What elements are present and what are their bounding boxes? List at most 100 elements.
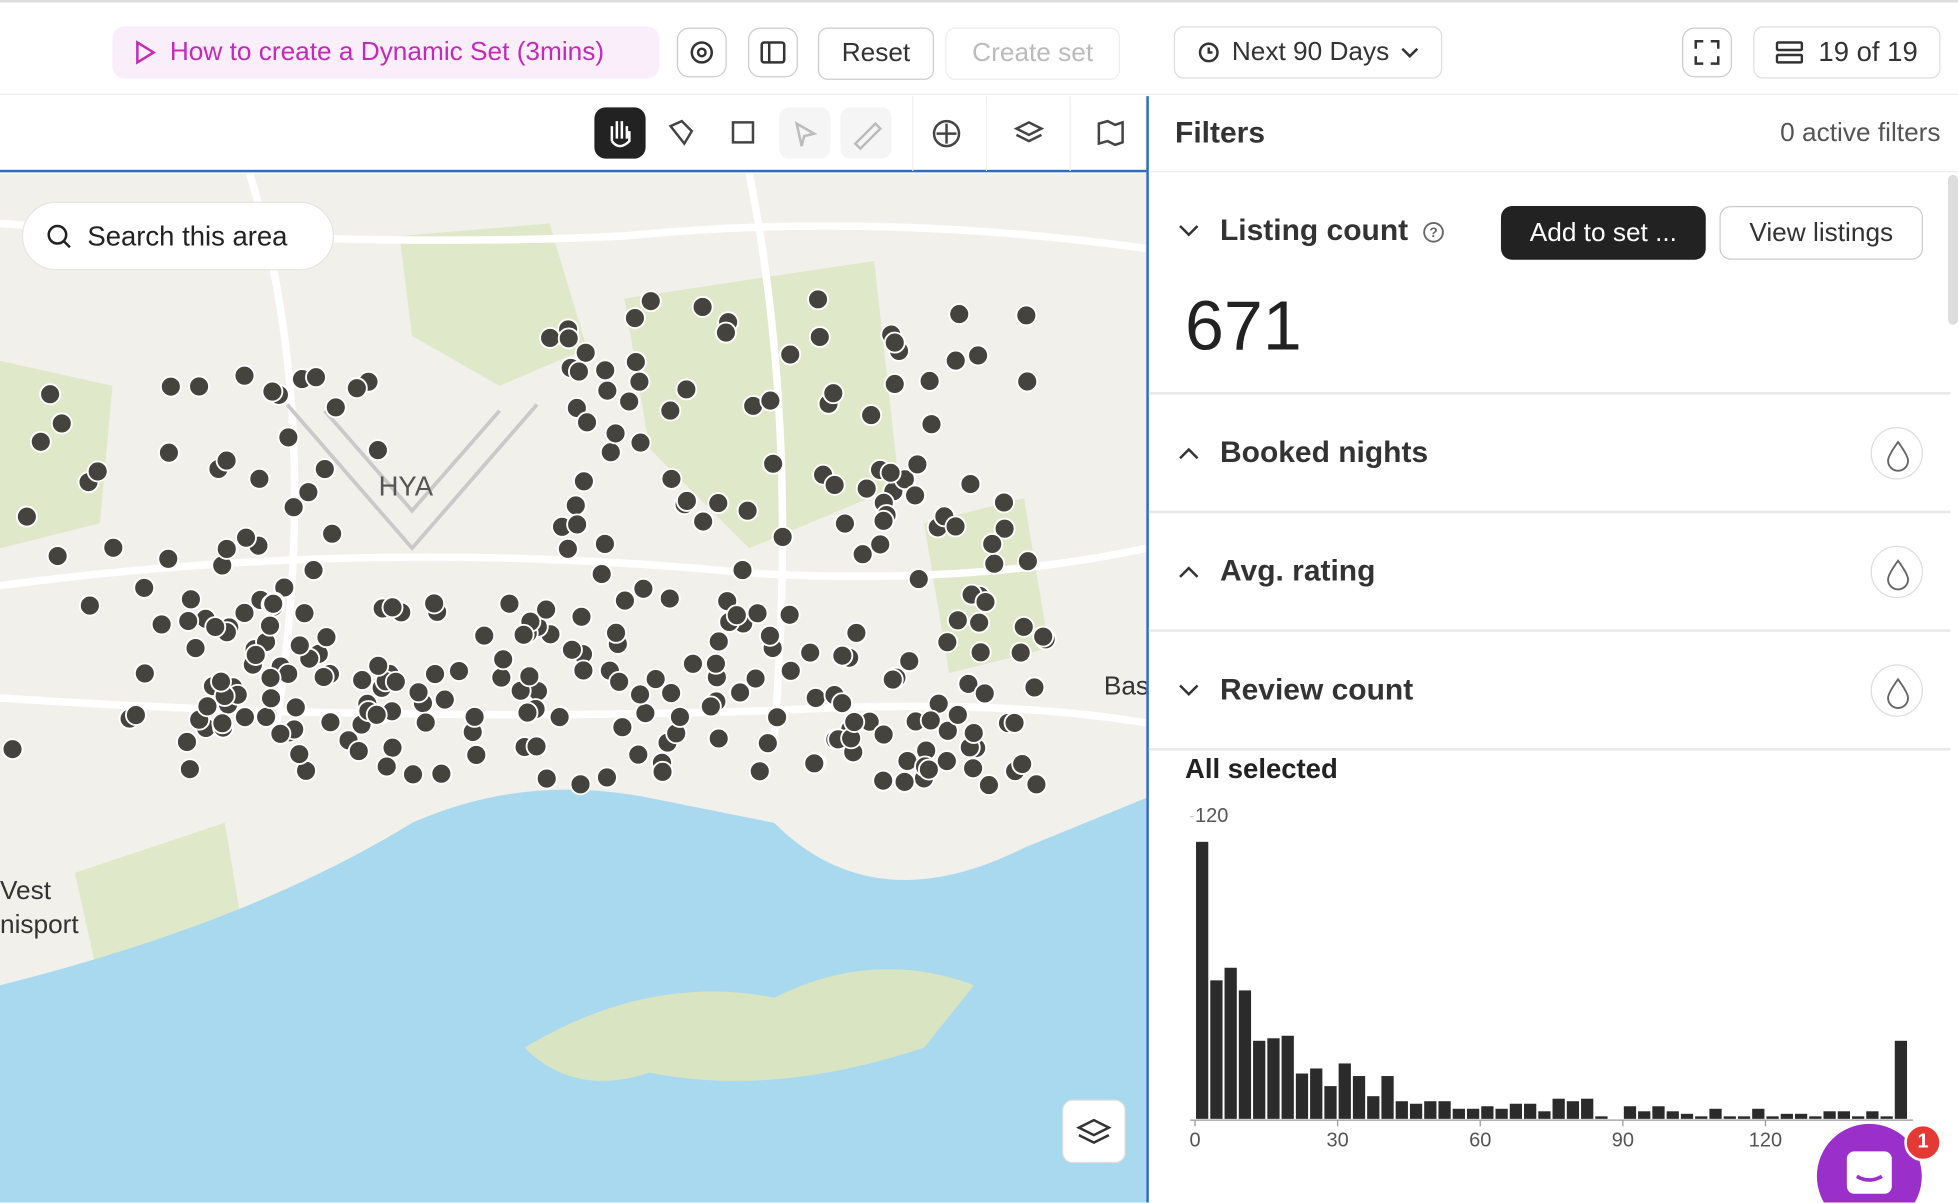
bar	[1524, 1104, 1536, 1119]
listing-marker	[909, 569, 929, 589]
bar	[1310, 1068, 1322, 1118]
listing-marker	[994, 493, 1014, 513]
layers-tool[interactable]	[1016, 122, 1041, 141]
listing-marker	[615, 591, 635, 611]
listing-marker	[899, 651, 919, 671]
listing-marker	[641, 291, 661, 311]
map-layers-button[interactable]	[1063, 1100, 1125, 1162]
polygon-tool[interactable]	[671, 121, 692, 143]
listing-marker	[537, 769, 557, 789]
svg-text:?: ?	[1429, 225, 1437, 240]
add-tool[interactable]	[937, 124, 957, 144]
listing-marker	[246, 645, 266, 665]
bar	[1795, 1114, 1807, 1119]
listing-marker	[298, 482, 318, 502]
rect-tool[interactable]	[733, 122, 753, 142]
listing-marker	[773, 527, 793, 547]
listing-marker	[409, 682, 429, 702]
section-toggle[interactable]	[1871, 427, 1923, 479]
listing-marker	[975, 683, 995, 703]
sidebar-button[interactable]	[748, 27, 798, 77]
map-label: Bas	[1104, 670, 1146, 700]
page-count-button[interactable]: 19 of 19	[1753, 26, 1940, 78]
listing-marker	[48, 546, 68, 566]
tutorial-link[interactable]: How to create a Dynamic Set (3mins)	[112, 26, 659, 78]
listing-marker	[633, 579, 653, 599]
date-range-button[interactable]: Next 90 Days	[1174, 26, 1442, 78]
listing-marker	[937, 751, 957, 771]
listing-marker	[134, 578, 154, 598]
listing-marker	[465, 707, 485, 727]
listing-marker	[693, 297, 713, 317]
listing-marker	[517, 703, 537, 723]
listing-marker	[558, 539, 578, 559]
listing-marker	[861, 405, 881, 425]
pan-tool[interactable]	[594, 107, 645, 158]
listing-marker	[1011, 643, 1031, 663]
listing-marker	[629, 372, 649, 392]
filter-section[interactable]: Review count	[1149, 632, 1951, 751]
listing-marker	[306, 367, 326, 387]
bar	[1267, 1038, 1279, 1119]
listing-marker	[885, 374, 905, 394]
listing-marker	[294, 603, 314, 623]
listing-marker	[314, 667, 334, 687]
listing-marker	[315, 459, 335, 479]
listing-marker	[550, 707, 570, 727]
listing-marker	[804, 753, 824, 773]
listing-marker	[780, 345, 800, 365]
listing-marker	[278, 664, 298, 684]
filter-section[interactable]: Booked nights	[1149, 395, 1951, 514]
bar	[1367, 1096, 1379, 1119]
listing-marker	[595, 360, 615, 380]
bar	[1339, 1063, 1351, 1118]
active-filters: 0 active filters	[1780, 119, 1940, 149]
listing-marker	[630, 684, 650, 704]
map-tool[interactable]	[1099, 121, 1123, 145]
listing-marker	[368, 440, 388, 460]
listing-marker	[781, 661, 801, 681]
create-set-button[interactable]: Create set	[945, 27, 1120, 79]
listing-marker	[921, 710, 941, 730]
listing-marker	[256, 707, 276, 727]
listing-marker	[289, 744, 309, 764]
section-toggle[interactable]	[1871, 664, 1923, 716]
add-to-set-button[interactable]: Add to set ...	[1501, 206, 1706, 260]
filter-section[interactable]: Avg. rating	[1149, 513, 1951, 632]
listing-marker	[949, 304, 969, 324]
listing-marker	[881, 463, 901, 483]
listing-marker	[873, 771, 893, 791]
fullscreen-button[interactable]	[1682, 27, 1732, 77]
bar	[1638, 1111, 1650, 1119]
bar	[1239, 990, 1251, 1118]
section-toggle[interactable]	[1871, 546, 1923, 598]
listing-marker	[576, 343, 596, 363]
listing-marker	[322, 524, 342, 544]
bar	[1738, 1116, 1750, 1119]
listing-marker	[835, 514, 855, 534]
selection-label: All selected	[1185, 753, 1338, 785]
filters-header: Filters 0 active filters	[1149, 96, 1958, 172]
reset-button[interactable]: Reset	[818, 27, 934, 79]
listing-marker	[1016, 305, 1036, 325]
settings-button[interactable]	[677, 27, 727, 77]
listing-marker	[186, 638, 206, 658]
listing-marker	[806, 688, 826, 708]
listing-marker	[709, 729, 729, 749]
listing-marker	[780, 605, 800, 625]
listing-marker	[368, 656, 388, 676]
listing-marker	[646, 669, 666, 689]
x-tick-label: 60	[1469, 1129, 1491, 1151]
listing-marker	[416, 713, 436, 733]
listing-marker	[626, 352, 646, 372]
listing-marker	[217, 451, 237, 471]
listing-marker	[177, 732, 197, 752]
top-bar: How to create a Dynamic Set (3mins) Rese…	[0, 0, 1958, 95]
listing-marker	[612, 717, 632, 737]
view-listings-button[interactable]: View listings	[1719, 206, 1923, 260]
listing-marker	[979, 775, 999, 795]
listing-marker	[763, 454, 783, 474]
listing-marker	[270, 724, 290, 744]
rows-icon	[1776, 40, 1803, 65]
listing-marker	[661, 469, 681, 489]
